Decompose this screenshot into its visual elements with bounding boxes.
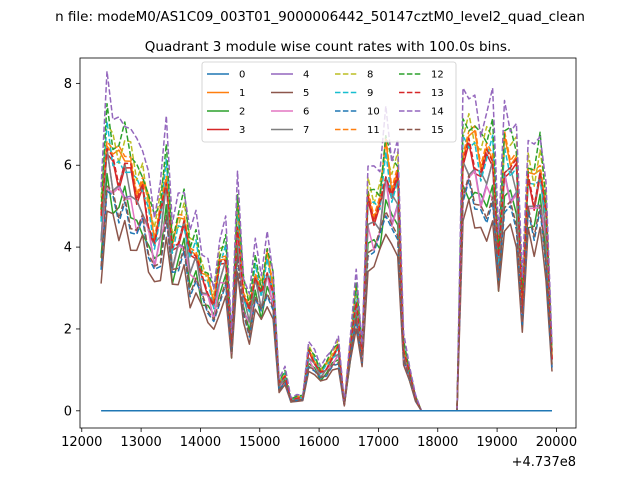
- x-tick-label: 13000: [120, 435, 161, 450]
- series-line-11: [100, 125, 553, 412]
- legend-box: [201, 61, 457, 143]
- legend-label-3: 3: [239, 125, 245, 136]
- x-tick-label: 15000: [239, 435, 280, 450]
- legend-label-1: 1: [239, 88, 245, 99]
- y-tick-label: 6: [64, 159, 72, 174]
- legend-label-4: 4: [303, 70, 309, 81]
- series-line-8: [100, 112, 553, 412]
- legend-label-5: 5: [303, 88, 309, 99]
- legend-label-10: 10: [367, 107, 380, 118]
- x-tick-label: 14000: [180, 435, 221, 450]
- y-tick-label: 8: [64, 77, 72, 92]
- figure-suptitle: n file: modeM0/AS1C09_003T01_9000006442_…: [55, 9, 585, 25]
- legend-label-11: 11: [367, 125, 380, 136]
- axes-frame: [79, 57, 577, 429]
- legend-label-0: 0: [239, 70, 245, 81]
- legend-label-2: 2: [239, 107, 245, 118]
- x-tick-label: 19000: [476, 435, 517, 450]
- y-tick-label: 2: [64, 322, 72, 337]
- legend-label-8: 8: [367, 70, 373, 81]
- series-line-5: [100, 198, 553, 412]
- series-line-12: [100, 102, 553, 412]
- x-tick-label: 20000: [536, 435, 577, 450]
- series-line-14: [100, 70, 553, 412]
- legend-label-13: 13: [431, 88, 444, 99]
- legend-label-9: 9: [367, 88, 373, 99]
- plot-area: [100, 70, 553, 412]
- chart-title: Quadrant 3 module wise count rates with …: [145, 39, 511, 55]
- legend-label-15: 15: [431, 125, 444, 136]
- x-tick-label: 16000: [298, 435, 339, 450]
- series-line-9: [100, 120, 553, 412]
- x-tick-label: 12000: [61, 435, 102, 450]
- y-tick-label: 0: [64, 404, 72, 419]
- x-axis-offset-label: +4.737e8: [512, 455, 576, 470]
- y-axis: 0 2 4 6 8: [64, 77, 80, 419]
- y-tick-label: 4: [64, 241, 72, 256]
- x-tick-label: 18000: [417, 435, 458, 450]
- legend-label-12: 12: [431, 70, 444, 81]
- x-axis: 12000 13000 14000 15000 16000 17000 18000 19000…: [61, 428, 577, 450]
- legend-label-7: 7: [303, 125, 309, 136]
- series-line-10: [100, 179, 553, 412]
- legend-label-14: 14: [431, 107, 444, 118]
- series-line-13: [100, 137, 553, 412]
- legend-label-6: 6: [303, 107, 309, 118]
- x-tick-label: 17000: [358, 435, 399, 450]
- series-line-15: [100, 174, 553, 412]
